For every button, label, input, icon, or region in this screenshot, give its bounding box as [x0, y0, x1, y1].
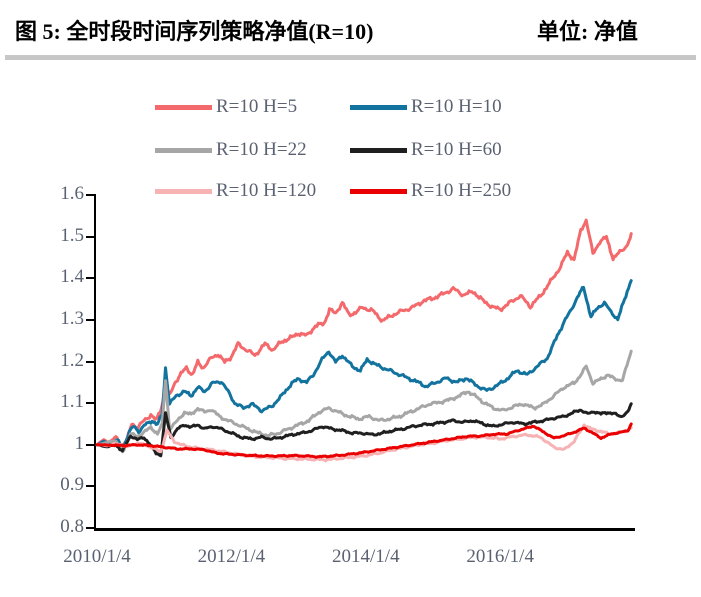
y-tick-label: 0.8: [60, 516, 84, 537]
legend-swatch-h120: [155, 188, 212, 194]
figure-unit-label: 单位: 净值: [537, 19, 638, 44]
y-axis-tick: [86, 402, 94, 405]
series-line-r-10-h-10: [95, 279, 633, 452]
y-axis-tick: [86, 443, 94, 446]
y-tick-label: 0.9: [60, 474, 84, 496]
x-axis: [94, 528, 635, 531]
x-tick-label: 2014/1/4: [332, 546, 400, 567]
legend-item-h250: R=10 H=250: [350, 180, 511, 202]
legend-item-h10: R=10 H=10: [350, 96, 502, 118]
series-line-r-10-h-120: [95, 423, 633, 463]
y-axis-tick: [86, 360, 94, 363]
legend-label-h22: R=10 H=22: [216, 139, 307, 160]
y-axis-tick: [86, 194, 94, 196]
y-axis-tick: [86, 318, 94, 321]
series-line-r-10-h-22: [95, 349, 633, 454]
figure-title: 图 5: 全时段时间序列策略净值(R=10): [15, 19, 374, 44]
y-tick-label: 1.5: [60, 224, 84, 246]
legend-item-h120: R=10 H=120: [155, 180, 316, 202]
y-tick-label: 1.2: [60, 349, 84, 371]
y-axis-tick: [86, 485, 94, 488]
y-tick-label: 1: [74, 432, 85, 454]
y-axis-tick: [86, 277, 94, 280]
legend-swatch-h5: [155, 104, 212, 110]
legend-swatch-h10: [350, 104, 407, 110]
legend-swatch-h250: [350, 188, 407, 194]
y-tick-label: 1.6: [60, 183, 84, 204]
y-tick-label: 1.1: [60, 391, 84, 413]
legend-item-h5: R=10 H=5: [155, 96, 297, 118]
x-tick-label: 2010/1/4: [63, 546, 131, 567]
y-tick-label: 1.4: [60, 266, 84, 288]
x-tick-label: 2016/1/4: [466, 546, 534, 567]
legend-label-h250: R=10 H=250: [411, 180, 512, 201]
legend-swatch-h60: [350, 147, 407, 153]
y-axis: [94, 194, 96, 531]
y-tick-label: 1.3: [60, 307, 84, 329]
legend-label-h120: R=10 H=120: [216, 180, 317, 201]
legend-item-h60: R=10 H=60: [350, 139, 502, 161]
plot-svg: [95, 218, 633, 463]
series-line-r-10-h-250: [95, 422, 633, 459]
legend-item-h22: R=10 H=22: [155, 139, 307, 161]
legend-swatch-h22: [155, 147, 212, 153]
legend-label-h10: R=10 H=10: [411, 96, 502, 117]
series-line-r-10-h-60: [95, 402, 633, 458]
legend-label-h5: R=10 H=5: [216, 96, 298, 117]
series-line-r-10-h-5: [95, 218, 633, 450]
y-axis-tick: [86, 235, 94, 238]
header-divider: [5, 55, 696, 60]
x-tick-label: 2012/1/4: [197, 546, 266, 567]
y-axis-tick: [86, 527, 94, 529]
legend-label-h60: R=10 H=60: [411, 139, 502, 160]
